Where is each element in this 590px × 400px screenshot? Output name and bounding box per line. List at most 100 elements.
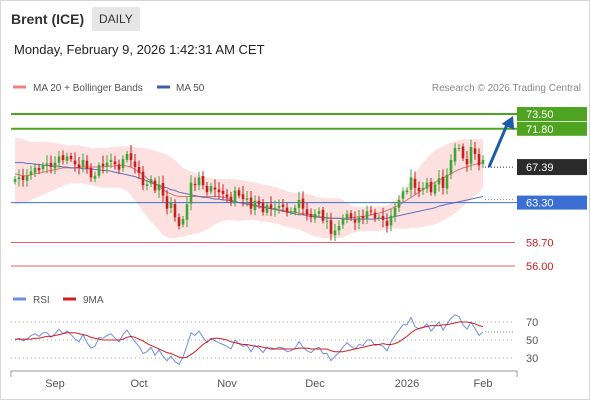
timeframe-badge[interactable]: DAILY — [92, 7, 140, 31]
x-tick-label: Sep — [45, 378, 65, 390]
rsi-tick-50: 50 — [526, 335, 538, 347]
candle — [61, 150, 65, 165]
candle — [429, 178, 433, 196]
candle — [453, 143, 457, 166]
candle — [41, 162, 45, 172]
candle — [133, 154, 137, 174]
candle — [197, 171, 201, 191]
candle — [97, 162, 101, 179]
candle — [349, 210, 353, 221]
candle — [185, 196, 189, 228]
candle — [149, 175, 153, 188]
candle — [441, 169, 445, 195]
instrument-title: Brent (ICE) — [11, 11, 85, 27]
candle — [277, 199, 281, 214]
candle — [281, 199, 285, 213]
x-tick-label: 2026 — [395, 378, 419, 390]
candle — [393, 202, 397, 223]
candle — [181, 216, 185, 228]
candle — [57, 150, 61, 168]
candle — [377, 214, 381, 221]
candle — [161, 175, 165, 203]
candlesticks — [13, 139, 485, 242]
candle — [205, 182, 209, 196]
candle — [13, 176, 17, 185]
candle — [37, 163, 41, 174]
candle — [473, 141, 477, 160]
level-label-73.50: 73.50 — [526, 109, 554, 121]
candle — [249, 191, 253, 215]
candle — [365, 205, 369, 224]
candle — [137, 160, 141, 179]
candle — [337, 220, 341, 236]
x-tick-label: Oct — [130, 378, 147, 390]
candle — [101, 155, 105, 174]
candle — [289, 207, 293, 215]
candle — [477, 148, 481, 171]
level-box-73.50 — [517, 107, 587, 122]
candle — [81, 153, 85, 173]
candle — [413, 171, 417, 195]
candle — [229, 191, 233, 207]
candle — [77, 157, 81, 175]
level-labels: 73.50 71.80 67.39 63.30 58.70 56.00 — [517, 107, 587, 273]
level-box-71.80 — [517, 121, 587, 136]
candle — [301, 191, 305, 216]
candle — [433, 181, 437, 197]
candle — [449, 154, 453, 180]
candle — [233, 186, 237, 207]
x-tick-label: Feb — [474, 378, 493, 390]
rsi-tick-30: 30 — [526, 353, 538, 365]
rsi-ma-legend-label: 9MA — [83, 295, 104, 306]
ma50-line — [15, 162, 484, 220]
candle — [253, 195, 257, 216]
last-price-label: 67.39 — [526, 162, 554, 174]
forecast-arrow-head — [501, 116, 515, 130]
candle — [213, 179, 217, 197]
forecast-arrow — [487, 116, 515, 168]
candle — [165, 189, 169, 215]
candle — [397, 195, 401, 213]
candle — [221, 184, 225, 200]
x-axis: Sep Oct Nov Dec 2026 Feb — [10, 370, 518, 390]
candle — [313, 209, 317, 224]
candle — [21, 168, 25, 187]
candle — [469, 139, 473, 171]
rsi-ma-line — [15, 321, 484, 359]
moving-averages — [14, 162, 484, 220]
candle — [69, 152, 73, 162]
candle — [465, 150, 469, 172]
rsi-tick-70: 70 — [526, 317, 538, 329]
candle — [325, 212, 329, 229]
candle — [53, 156, 57, 175]
candle — [157, 176, 161, 198]
candle — [385, 213, 389, 233]
candle — [421, 182, 425, 195]
candle — [309, 208, 313, 223]
timestamp: Monday, February 9, 2026 1:42:31 AM CET — [14, 42, 265, 57]
candle — [169, 196, 173, 214]
candle — [173, 199, 177, 222]
candle — [109, 153, 113, 168]
candle — [105, 155, 109, 174]
candle — [369, 205, 373, 216]
research-credit: Research © 2026 Trading Central — [432, 83, 581, 94]
candle — [437, 170, 441, 192]
candle — [245, 190, 249, 207]
candle — [117, 159, 121, 174]
candle — [297, 191, 301, 216]
candle — [265, 202, 269, 216]
candle — [237, 187, 241, 199]
ma20-line — [14, 162, 484, 219]
forecast-arrow-shaft — [487, 119, 511, 168]
candle — [417, 181, 421, 198]
candle — [89, 163, 93, 182]
candle — [285, 202, 289, 217]
candle — [445, 168, 449, 195]
candle — [241, 186, 245, 207]
candle — [381, 207, 385, 228]
candle — [177, 213, 181, 230]
candle — [481, 155, 485, 169]
